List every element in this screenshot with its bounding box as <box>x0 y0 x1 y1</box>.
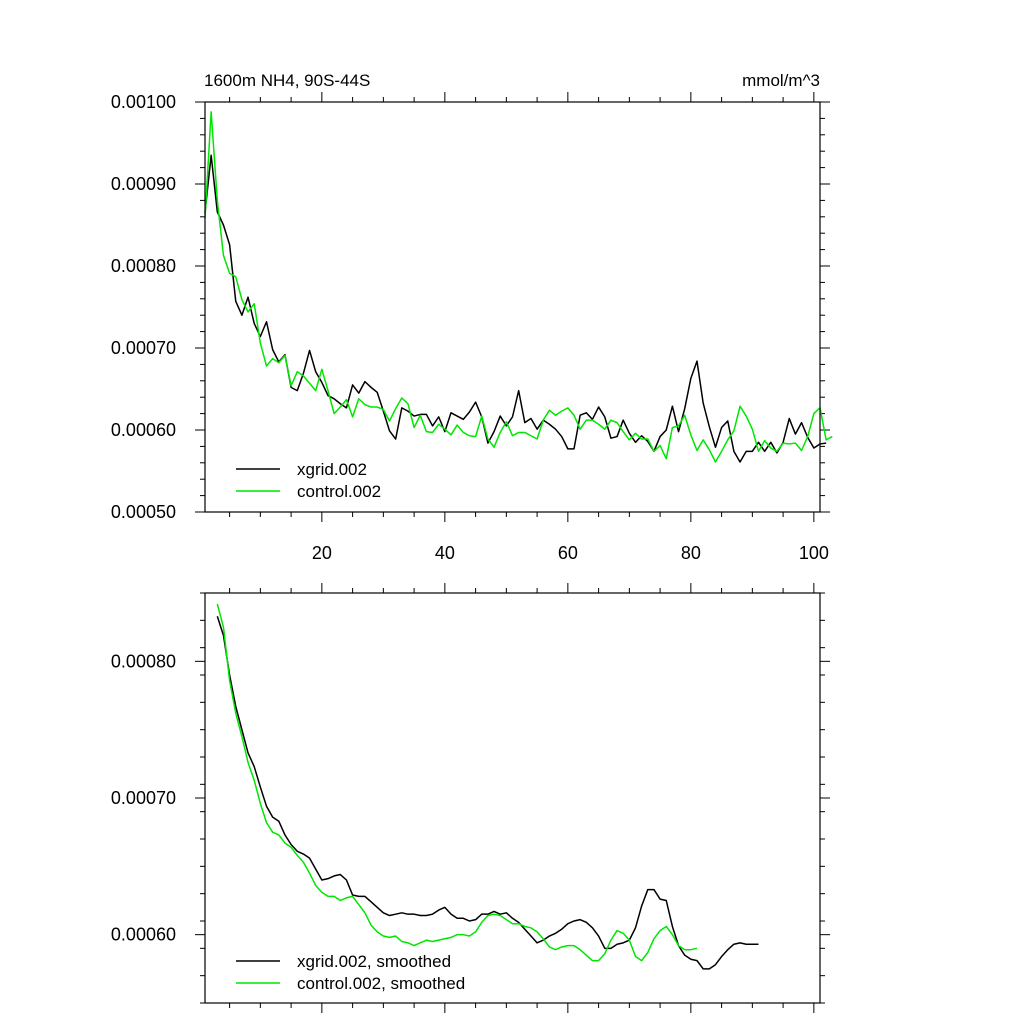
bottom-y-tick-label: 0.00080 <box>111 651 176 671</box>
top-title-left: 1600m NH4, 90S-44S <box>204 71 370 90</box>
bottom-lines <box>216 603 759 970</box>
top-y-tick-label: 0.00060 <box>111 420 176 440</box>
top-x-tick-label: 80 <box>681 543 701 563</box>
bottom-panel: 0.00060 0.00070 0.00080 xgrid.002, smoothe… <box>111 583 830 1013</box>
top-y-tick-label: 0.00080 <box>111 256 176 276</box>
top-ticks: 20 40 60 80 100 0.00050 0.00060 0.00070 0.00080 0… <box>111 92 830 563</box>
bottom-legend-label-xgrid: xgrid.002, smoothed <box>297 952 451 971</box>
top-title-right: mmol/m^3 <box>742 71 820 90</box>
bottom-series-line-control <box>216 603 698 962</box>
top-x-tick-label: 20 <box>312 543 332 563</box>
top-x-tick-label: 100 <box>799 543 829 563</box>
bottom-series-line-xgrid <box>216 616 759 970</box>
top-x-tick-label: 60 <box>558 543 578 563</box>
top-y-tick-label: 0.00100 <box>111 92 176 112</box>
top-series-line-xgrid <box>204 154 827 463</box>
top-series-line-control <box>204 111 833 463</box>
top-y-tick-label: 0.00050 <box>111 502 176 522</box>
top-x-tick-label: 40 <box>435 543 455 563</box>
top-y-tick-label: 0.00090 <box>111 174 176 194</box>
bottom-ticks: 0.00060 0.00070 0.00080 <box>111 583 830 1013</box>
top-lines <box>204 111 833 463</box>
bottom-legend-label-control: control.002, smoothed <box>297 974 465 993</box>
top-panel: 1600m NH4, 90S-44S mmol/m^3 20 40 60 80 100 0… <box>111 71 833 563</box>
bottom-y-tick-label: 0.00070 <box>111 788 176 808</box>
bottom-y-tick-label: 0.00060 <box>111 925 176 945</box>
top-plot-frame <box>204 101 821 513</box>
top-legend: xgrid.002 control.002 <box>236 460 381 501</box>
bottom-plot-frame <box>204 592 821 1004</box>
top-y-tick-label: 0.00070 <box>111 338 176 358</box>
top-legend-label-xgrid: xgrid.002 <box>297 460 367 479</box>
top-legend-label-control: control.002 <box>297 482 381 501</box>
bottom-legend: xgrid.002, smoothed control.002, smoothe… <box>236 952 465 993</box>
